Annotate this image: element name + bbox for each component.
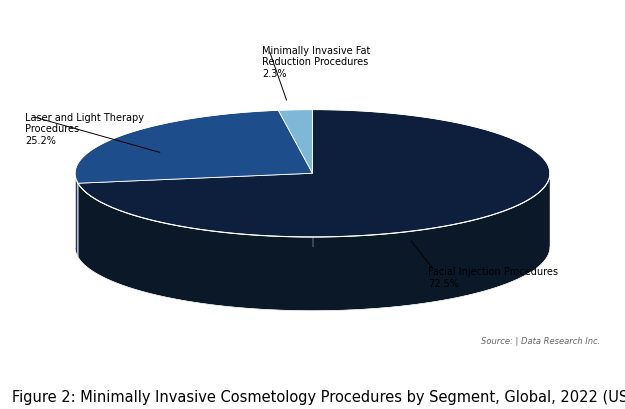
- Text: Laser and Light Therapy
Procedures
25.2%: Laser and Light Therapy Procedures 25.2%: [25, 113, 144, 146]
- Text: Facial Injection Procedures
72.5%: Facial Injection Procedures 72.5%: [428, 267, 558, 289]
- Polygon shape: [278, 110, 312, 173]
- Polygon shape: [75, 247, 550, 311]
- Polygon shape: [75, 110, 312, 183]
- Polygon shape: [75, 174, 78, 257]
- Polygon shape: [78, 174, 550, 311]
- Text: Source: | Data Research Inc.: Source: | Data Research Inc.: [481, 337, 600, 346]
- Polygon shape: [78, 110, 550, 237]
- Text: Minimally Invasive Fat
Reduction Procedures
2.3%: Minimally Invasive Fat Reduction Procedu…: [262, 46, 371, 79]
- Text: Figure 2: Minimally Invasive Cosmetology Procedures by Segment, Global, 2022 (US: Figure 2: Minimally Invasive Cosmetology…: [12, 390, 625, 405]
